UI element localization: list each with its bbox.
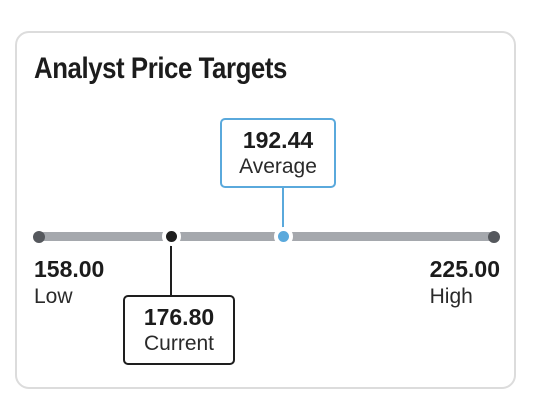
price-targets-card [15, 31, 516, 389]
widget-title: Analyst Price Targets [34, 52, 287, 85]
low-target-dot [33, 231, 45, 243]
high-target-label: High [429, 285, 473, 308]
current-price-callout: 176.80 Current [123, 295, 235, 365]
average-target-marker[interactable] [274, 227, 293, 246]
current-price-marker[interactable] [162, 227, 181, 246]
average-target-value: 192.44 [242, 127, 314, 153]
low-target-label: Low [34, 285, 73, 308]
high-target-dot [488, 231, 500, 243]
current-price-value: 176.80 [143, 304, 215, 330]
average-target-callout: 192.44 Average [220, 118, 336, 188]
current-price-label: Current [143, 332, 215, 355]
average-connector-line [282, 187, 284, 231]
low-target-value: 158.00 [34, 256, 105, 282]
low-target: 158.00 Low [34, 255, 104, 311]
high-target-value: 225.00 [429, 256, 500, 282]
current-connector-line [170, 240, 172, 297]
price-range-track [38, 232, 494, 241]
average-target-label: Average [239, 155, 317, 178]
high-target: 225.00 High [430, 255, 500, 311]
